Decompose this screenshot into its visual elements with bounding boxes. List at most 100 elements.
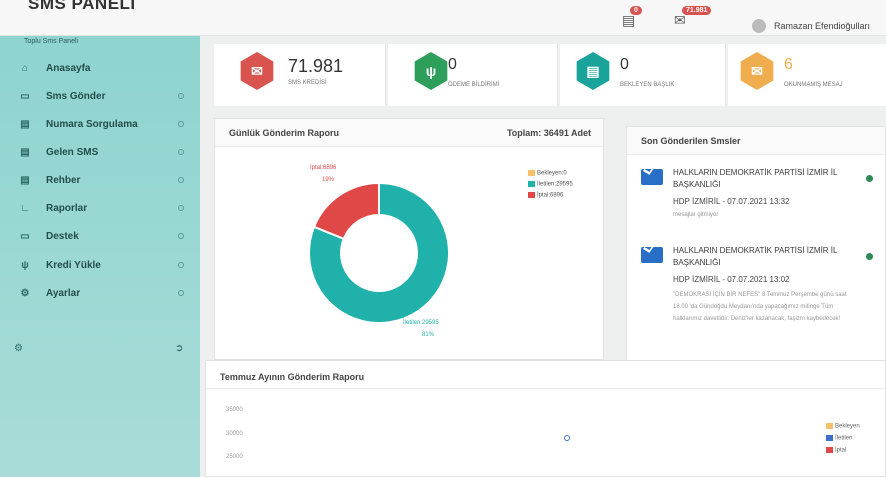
cart-icon: ψ — [414, 52, 448, 90]
daily-report-chart — [308, 181, 450, 324]
sidebar-item-label: Raporlar — [46, 203, 88, 214]
sidebar-item-label: Rehber — [46, 175, 81, 186]
gear-icon: ⚙ — [20, 288, 30, 299]
sidebar-item-raporlar[interactable]: ∟ Raporlar — [18, 201, 188, 221]
message-meta: HDP İZMİRİL - 07.07.2021 13:32 — [673, 197, 790, 206]
panel-title: Son Gönderilen Smsler — [641, 136, 741, 146]
sidebar-item-label: Kredi Yükle — [46, 260, 101, 271]
expand-indicator — [178, 262, 184, 268]
search-number-icon: ▤ — [20, 119, 30, 130]
stat-card-sms-credit[interactable]: ✉ 71.981 SMS KREDİSİ — [214, 44, 386, 106]
user-menu[interactable]: Ramazan Efendioğulları — [774, 21, 871, 31]
panel-title: Günlük Gönderim Raporu — [229, 128, 340, 138]
legend-iletilen: İletilen — [826, 435, 852, 442]
status-dot — [866, 175, 873, 182]
inbox-icon: ▤ — [20, 147, 30, 158]
expand-indicator — [178, 290, 184, 296]
sidebar-item-label: Numara Sorgulama — [46, 119, 138, 130]
stat-label: BEKLEYEN BAŞLIK — [620, 82, 675, 88]
pct-iletilen: 81% — [422, 332, 435, 338]
sidebar-item-anasayfa[interactable]: ⌂ Anasayfa — [18, 61, 188, 81]
sidebar-item-label: Sms Gönder — [46, 91, 106, 102]
stat-card-unread[interactable]: ✉ 6 OKUNMAMIŞ MESAJ — [728, 44, 886, 106]
expand-indicator — [178, 93, 184, 99]
sidebar-item-kredi-yukle[interactable]: ψ Kredi Yükle — [18, 258, 188, 278]
recent-sms-panel: Son Gönderilen Smsler HALKLARIN DEMOKRAT… — [626, 126, 886, 362]
send-icon: ▭ — [20, 91, 30, 102]
envelope-icon — [641, 247, 663, 263]
panel-header: Temmuz Ayının Gönderim Raporu — [206, 361, 885, 389]
stat-label: OKUNMAMIŞ MESAJ — [784, 82, 843, 88]
panel-header: Son Gönderilen Smsler — [627, 127, 885, 155]
sidebar-item-numara-sorgulama[interactable]: ▤ Numara Sorgulama — [18, 117, 188, 137]
sidebar-item-rehber[interactable]: ▤ Rehber — [18, 173, 188, 193]
stat-label: SMS KREDİSİ — [288, 80, 327, 86]
message-title: HALKLARIN DEMOKRATİK PARTİSİ İZMİR İL BA… — [673, 168, 838, 189]
sidebar-item-gelen-sms[interactable]: ▤ Gelen SMS — [18, 145, 188, 165]
sidebar-item-label: Destek — [46, 231, 79, 242]
book-icon: ▤ — [20, 175, 30, 186]
pie-slice-i̇ptal[interactable] — [312, 181, 380, 241]
home-icon: ⌂ — [21, 63, 29, 74]
expand-indicator — [178, 121, 184, 127]
data-point — [564, 435, 570, 441]
panel-title: Temmuz Ayının Gönderim Raporu — [220, 372, 365, 382]
sidebar — [0, 36, 200, 477]
list-item[interactable]: HALKLARIN DEMOKRATİK PARTİSİ İZMİR İL BA… — [641, 167, 873, 233]
monthly-report-panel: Temmuz Ayının Gönderim Raporu 35000 3000… — [205, 360, 886, 477]
y-tick-label: 25000 — [226, 454, 243, 460]
support-icon: ▭ — [20, 231, 30, 242]
legend-iptal: İptal — [826, 447, 846, 454]
message-meta: HDP İZMİRİL - 07.07.2021 13:02 — [673, 275, 790, 284]
label-iletilen: İletilen:29595 — [403, 320, 439, 326]
stat-value: 71.981 — [288, 56, 344, 76]
pie-slice-i̇letilen[interactable] — [308, 181, 450, 324]
expand-indicator — [178, 205, 184, 211]
sidebar-item-destek[interactable]: ▭ Destek — [18, 229, 188, 249]
daily-report-panel: Günlük Gönderim Raporu Toplam: 36491 Ade… — [214, 118, 604, 360]
message-title: HALKLARIN DEMOKRATİK PARTİSİ İZMİR İL BA… — [673, 246, 838, 267]
total-count: Toplam: 36491 Adet — [506, 128, 591, 138]
stat-label: ÖDEME BİLDİRİMİ — [448, 82, 500, 88]
clipboard-icon: ▤ — [576, 52, 610, 90]
settings-icon[interactable]: ⚙ — [14, 343, 23, 354]
y-tick-label: 35000 — [226, 407, 243, 413]
sidebar-item-ayarlar[interactable]: ⚙ Ayarlar — [18, 286, 188, 306]
expand-indicator — [178, 149, 184, 155]
sidebar-item-sms-gonder[interactable]: ▭ Sms Gönder — [18, 89, 188, 109]
legend-iletilen: İletilen:29595 — [528, 181, 573, 188]
sidebar-item-label: Gelen SMS — [46, 147, 99, 158]
stat-value: 0 — [448, 56, 457, 73]
envelope-icon: ✉ — [740, 52, 774, 90]
expand-indicator — [178, 233, 184, 239]
expand-indicator — [178, 177, 184, 183]
chart-icon: ∟ — [20, 203, 30, 214]
stat-value: 0 — [620, 56, 629, 73]
status-dot — [866, 253, 873, 260]
camera-icon[interactable]: ▤ — [622, 12, 636, 28]
logout-icon[interactable]: ➲ — [175, 343, 184, 354]
label-iptal: İptal:6896 — [310, 165, 337, 171]
cart-icon: ψ — [21, 260, 29, 271]
legend-bekleyen: Bekleyen — [826, 423, 860, 430]
brand-title: SMS PANELİ — [28, 0, 136, 13]
envelope-icon: ✉ — [240, 52, 274, 90]
message-text: "DEMOKRASİ İÇİN BİR NEFES" 8 Temmuz Perş… — [673, 292, 847, 322]
message-text: mesajlar gitmiyor — [673, 212, 719, 218]
sidebar-title: Toplu Sms Paneli — [24, 38, 79, 45]
message-badge: 71.981 — [682, 6, 712, 15]
top-bar: SMS PANELİ ▤ 0 ✉ 71.981 Ramazan Efendioğ… — [0, 0, 886, 36]
legend-bekleyen: Bekleyen:0 — [528, 170, 567, 177]
envelope-icon[interactable]: ✉ — [674, 12, 686, 28]
sidebar-item-label: Ayarlar — [46, 288, 81, 299]
stat-value: 6 — [784, 56, 793, 73]
stat-card-pending-header[interactable]: ▤ 0 BEKLEYEN BAŞLIK — [560, 44, 726, 106]
panel-header: Günlük Gönderim Raporu Toplam: 36491 Ade… — [215, 119, 603, 147]
envelope-icon — [641, 169, 663, 185]
y-tick-label: 30000 — [226, 431, 243, 437]
list-item[interactable]: HALKLARIN DEMOKRATİK PARTİSİ İZMİR İL BA… — [641, 245, 873, 357]
avatar[interactable] — [752, 19, 766, 33]
stat-card-payment[interactable]: ψ 0 ÖDEME BİLDİRİMİ — [388, 44, 558, 106]
sidebar-item-label: Anasayfa — [46, 63, 91, 74]
notification-badge: 0 — [630, 6, 642, 15]
